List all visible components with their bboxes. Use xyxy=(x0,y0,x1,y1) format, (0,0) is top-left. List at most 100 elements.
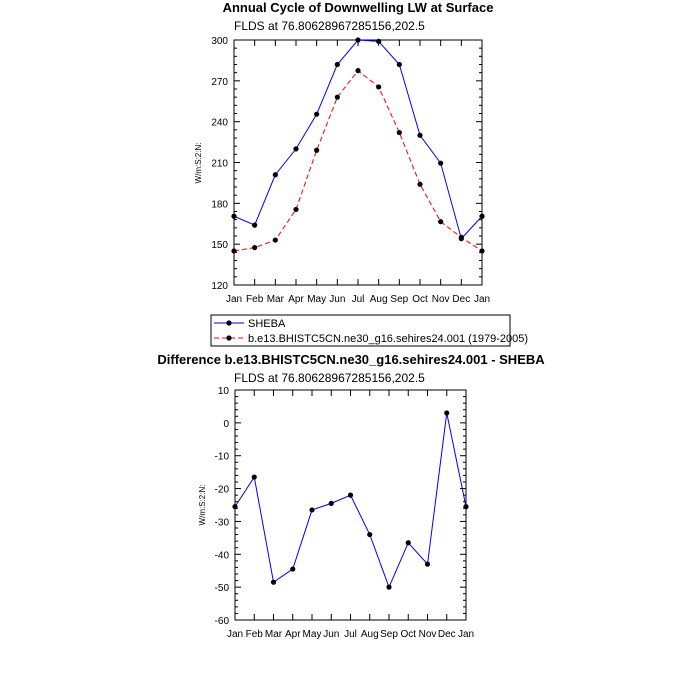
y-tick-label: -60 xyxy=(215,616,230,627)
legend-box xyxy=(210,314,511,347)
x-tick-label: Jan xyxy=(458,629,474,640)
data-point-0 xyxy=(347,492,354,498)
x-tick-label: Jul xyxy=(352,294,365,305)
y-tick-label: 210 xyxy=(211,159,228,170)
y-tick-label: 270 xyxy=(211,77,228,88)
data-point-1 xyxy=(417,181,423,187)
data-point-0 xyxy=(272,172,278,178)
y-tick-label: 240 xyxy=(211,118,228,129)
data-point-0 xyxy=(252,222,258,228)
data-point-0 xyxy=(463,504,469,510)
y-tick-label: -20 xyxy=(215,485,230,496)
y-tick-label: 10 xyxy=(218,386,230,397)
x-tick-label: Mar xyxy=(265,629,283,640)
x-tick-label: Feb xyxy=(246,629,264,640)
data-point-0 xyxy=(314,111,320,117)
plot-frame xyxy=(233,39,483,286)
x-tick-label: Feb xyxy=(246,294,264,305)
data-point-0 xyxy=(438,160,444,166)
data-point-1 xyxy=(438,219,444,225)
data-point-0 xyxy=(309,507,315,513)
data-point-1 xyxy=(376,84,382,90)
legend-marker-sheba xyxy=(226,320,232,326)
data-point-1 xyxy=(334,94,340,100)
y-tick-label: 300 xyxy=(211,36,228,47)
x-tick-label: Apr xyxy=(285,629,301,640)
x-tick-label: Jul xyxy=(344,629,357,640)
plot-frame xyxy=(234,389,467,621)
series-line-1 xyxy=(233,69,483,252)
x-tick-label: Dec xyxy=(452,294,470,305)
y-tick-label: -50 xyxy=(215,583,230,594)
data-point-0 xyxy=(386,584,392,590)
x-tick-label: Dec xyxy=(438,629,456,640)
chart-title: Annual Cycle of Downwelling LW at Surfac… xyxy=(223,0,494,15)
legend-label-model: b.e13.BHISTC5CN.ne30_g16.sehires24.001 (… xyxy=(248,333,528,345)
x-tick-label: Mar xyxy=(267,294,285,305)
data-point-1 xyxy=(396,129,402,136)
x-tick-label: Jan xyxy=(226,294,242,305)
y-tick-label: 150 xyxy=(211,240,228,251)
data-point-0 xyxy=(424,561,431,567)
data-point-0 xyxy=(251,474,257,480)
difference-chart: Difference b.e13.BHISTC5CN.ne30_g16.sehi… xyxy=(157,352,545,640)
y-tick-label: -30 xyxy=(215,517,230,528)
data-point-1 xyxy=(272,237,278,243)
legend-marker-model xyxy=(226,335,232,341)
data-point-0 xyxy=(334,61,340,68)
chart-title: Difference b.e13.BHISTC5CN.ne30_g16.sehi… xyxy=(157,352,545,367)
x-tick-label: Sep xyxy=(390,294,408,305)
data-point-0 xyxy=(232,504,238,510)
x-tick-label: Sep xyxy=(380,629,398,640)
data-point-1 xyxy=(252,244,258,251)
series-line-0 xyxy=(234,412,467,589)
y-tick-label: 120 xyxy=(211,281,228,292)
y-axis-label: W/m:S:2:N: xyxy=(194,143,203,184)
x-tick-label: May xyxy=(303,629,322,640)
y-tick-label: 0 xyxy=(223,419,229,430)
data-point-0 xyxy=(479,213,485,219)
chart-subtitle: FLDS at 76.80628967285156,202.5 xyxy=(234,371,425,385)
x-tick-label: Jan xyxy=(227,629,243,640)
data-point-0 xyxy=(367,531,373,538)
x-tick-label: Oct xyxy=(412,294,428,305)
data-point-0 xyxy=(290,566,296,572)
x-tick-label: Jun xyxy=(323,629,339,640)
data-point-0 xyxy=(405,540,411,546)
x-tick-label: Apr xyxy=(288,294,304,305)
data-point-0 xyxy=(293,146,299,152)
x-tick-label: Nov xyxy=(419,629,437,640)
x-tick-label: Oct xyxy=(400,629,416,640)
data-point-1 xyxy=(458,234,464,240)
y-tick-label: -40 xyxy=(215,550,230,561)
data-point-0 xyxy=(270,579,277,585)
annual-cycle-chart: Annual Cycle of Downwelling LW at Surfac… xyxy=(194,0,493,305)
y-axis-label: W/m:S:2:N: xyxy=(198,485,207,526)
data-point-0 xyxy=(444,410,450,416)
x-tick-label: May xyxy=(307,294,326,305)
annual-cycle-plot-area: 120 150 180 210 240 270 300 Jan Feb Mar Apr May Jun J… xyxy=(211,36,490,305)
x-tick-label: Aug xyxy=(370,294,388,305)
data-point-0 xyxy=(231,213,237,219)
data-point-1 xyxy=(293,206,299,213)
x-tick-label: Jan xyxy=(474,294,490,305)
data-point-1 xyxy=(314,147,320,153)
x-tick-label: Aug xyxy=(361,629,379,640)
data-point-1 xyxy=(479,248,485,254)
data-point-1 xyxy=(355,68,361,74)
legend: SHEBA b.e13.BHISTC5CN.ne30_g16.sehires24… xyxy=(210,314,528,347)
data-point-0 xyxy=(355,37,361,43)
x-tick-label: Jun xyxy=(329,294,345,305)
chart-subtitle: FLDS at 76.80628967285156,202.5 xyxy=(234,19,425,33)
legend-label-sheba: SHEBA xyxy=(248,318,286,330)
data-point-0 xyxy=(328,500,334,506)
data-point-0 xyxy=(417,132,423,138)
data-point-0 xyxy=(396,61,402,68)
data-point-1 xyxy=(231,248,237,254)
y-tick-label: -10 xyxy=(215,452,230,463)
y-tick-label: 180 xyxy=(211,199,228,210)
data-point-0 xyxy=(376,38,382,44)
x-tick-label: Nov xyxy=(432,294,450,305)
